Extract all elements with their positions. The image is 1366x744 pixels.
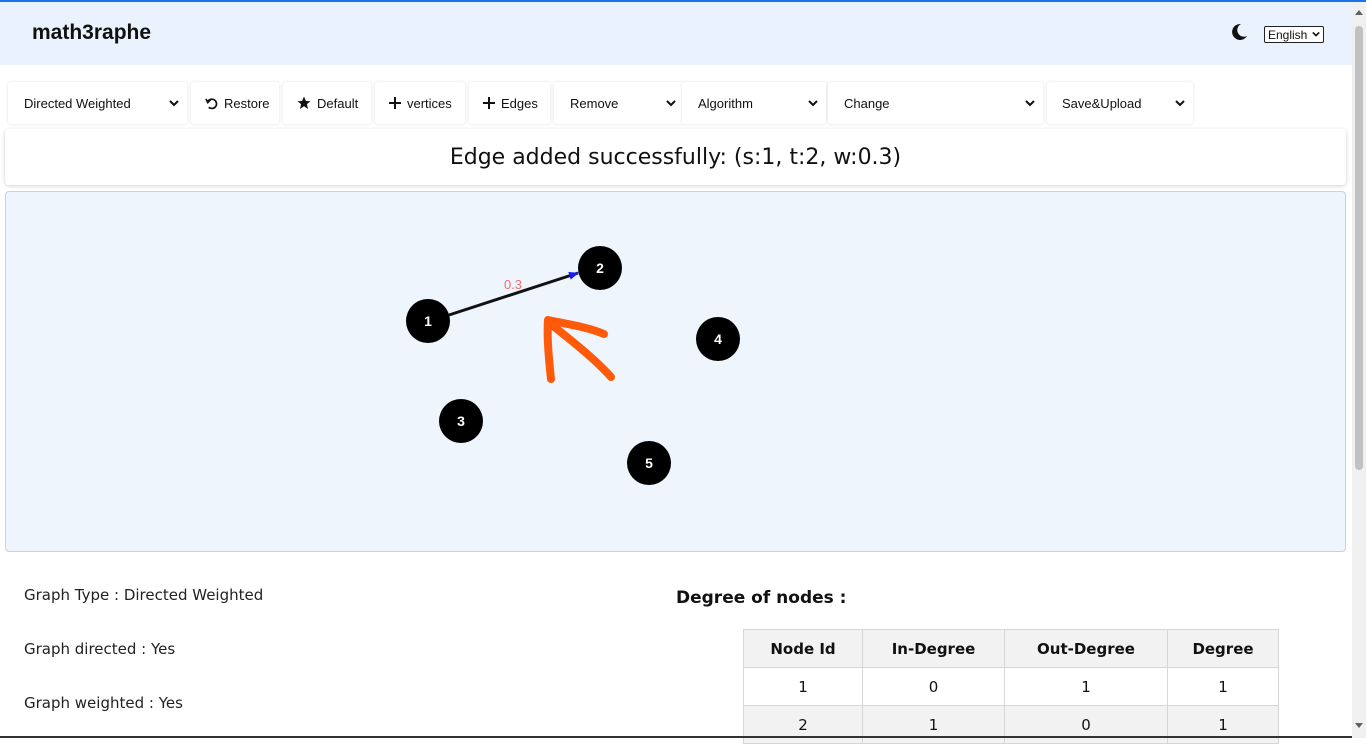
graph-type-select[interactable]: Directed Weighted [8, 82, 187, 124]
add-edges-button[interactable]: Edges [469, 82, 550, 124]
table-cell: 1 [1004, 667, 1168, 706]
remove-select[interactable]: Remove [554, 82, 684, 124]
table-cell: 0 [862, 667, 1005, 706]
scroll-thumb[interactable] [1355, 26, 1363, 470]
graph-canvas[interactable]: 0.3 1 2 3 4 5 [5, 191, 1346, 552]
add-vertices-button[interactable]: vertices [375, 82, 465, 124]
plus-icon [483, 97, 495, 109]
remove-label: Remove [570, 95, 619, 111]
language-select[interactable]: English [1264, 26, 1324, 43]
graph-weighted-info: Graph weighted : Yes [24, 694, 183, 712]
graph-node[interactable]: 2 [578, 246, 622, 290]
node-label: 1 [424, 313, 432, 329]
table-cell: 1 [743, 667, 863, 706]
edges-label: Edges [501, 95, 538, 111]
chevron-down-icon [169, 100, 179, 107]
edge-weight-label: 0.3 [504, 277, 522, 292]
vertices-label: vertices [407, 95, 452, 111]
node-label: 4 [714, 331, 722, 347]
status-banner: Edge added successfully: (s:1, t:2, w:0.… [5, 129, 1346, 185]
table-header-row: Node Id In-Degree Out-Degree Degree [743, 629, 1279, 668]
scroll-down-icon[interactable] [1355, 723, 1363, 728]
default-button[interactable]: Default [283, 82, 371, 124]
degree-table: Node Id In-Degree Out-Degree Degree 1 0 … [743, 629, 1279, 744]
graph-type-label: Directed Weighted [24, 95, 131, 111]
top-accent-bar [0, 0, 1366, 2]
column-header: Degree [1167, 629, 1279, 668]
language-select-value: English [1268, 27, 1308, 42]
chevron-down-icon [1312, 31, 1320, 37]
graph-node[interactable]: 4 [696, 317, 740, 361]
degree-title: Degree of nodes : [676, 588, 847, 608]
graph-node[interactable]: 1 [406, 299, 450, 343]
chevron-down-icon [1025, 100, 1035, 107]
undo-icon [205, 97, 218, 109]
chevron-down-icon [808, 100, 818, 107]
change-select[interactable]: Change [828, 82, 1043, 124]
edge-1-2[interactable] [448, 271, 579, 317]
table-row: 1 0 1 1 [743, 667, 1279, 706]
graph-node[interactable]: 5 [627, 441, 671, 485]
default-label: Default [317, 95, 359, 111]
graph-type-info: Graph Type : Directed Weighted [24, 586, 264, 604]
plus-icon [389, 97, 401, 109]
column-header: Node Id [743, 629, 863, 668]
save-upload-select[interactable]: Save&Upload [1047, 82, 1193, 124]
app-header: math3raphe English [0, 2, 1352, 65]
restore-label: Restore [224, 95, 270, 111]
node-label: 3 [457, 413, 465, 429]
chevron-down-icon [1175, 100, 1185, 107]
node-label: 2 [596, 260, 604, 276]
restore-button[interactable]: Restore [191, 82, 279, 124]
node-label: 5 [645, 455, 653, 471]
graph-svg[interactable]: 0.3 1 2 3 4 5 [6, 192, 1347, 553]
moon-icon[interactable] [1229, 22, 1249, 42]
change-label: Change [844, 95, 890, 111]
table-cell: 1 [1167, 667, 1279, 706]
chevron-down-icon [666, 100, 676, 107]
graph-node[interactable]: 3 [439, 399, 483, 443]
save-upload-label: Save&Upload [1062, 95, 1142, 111]
algorithm-select[interactable]: Algorithm [682, 82, 826, 124]
graph-directed-info: Graph directed : Yes [24, 640, 176, 658]
star-icon [297, 96, 311, 109]
column-header: In-Degree [862, 629, 1005, 668]
orange-arrow-icon [543, 316, 615, 383]
column-header: Out-Degree [1004, 629, 1168, 668]
bottom-border [0, 736, 1352, 738]
status-message: Edge added successfully: (s:1, t:2, w:0.… [449, 144, 902, 170]
app-title: math3raphe [32, 21, 152, 44]
vertical-scrollbar[interactable] [1352, 2, 1366, 738]
algorithm-label: Algorithm [698, 95, 753, 111]
scroll-up-icon[interactable] [1355, 10, 1363, 15]
